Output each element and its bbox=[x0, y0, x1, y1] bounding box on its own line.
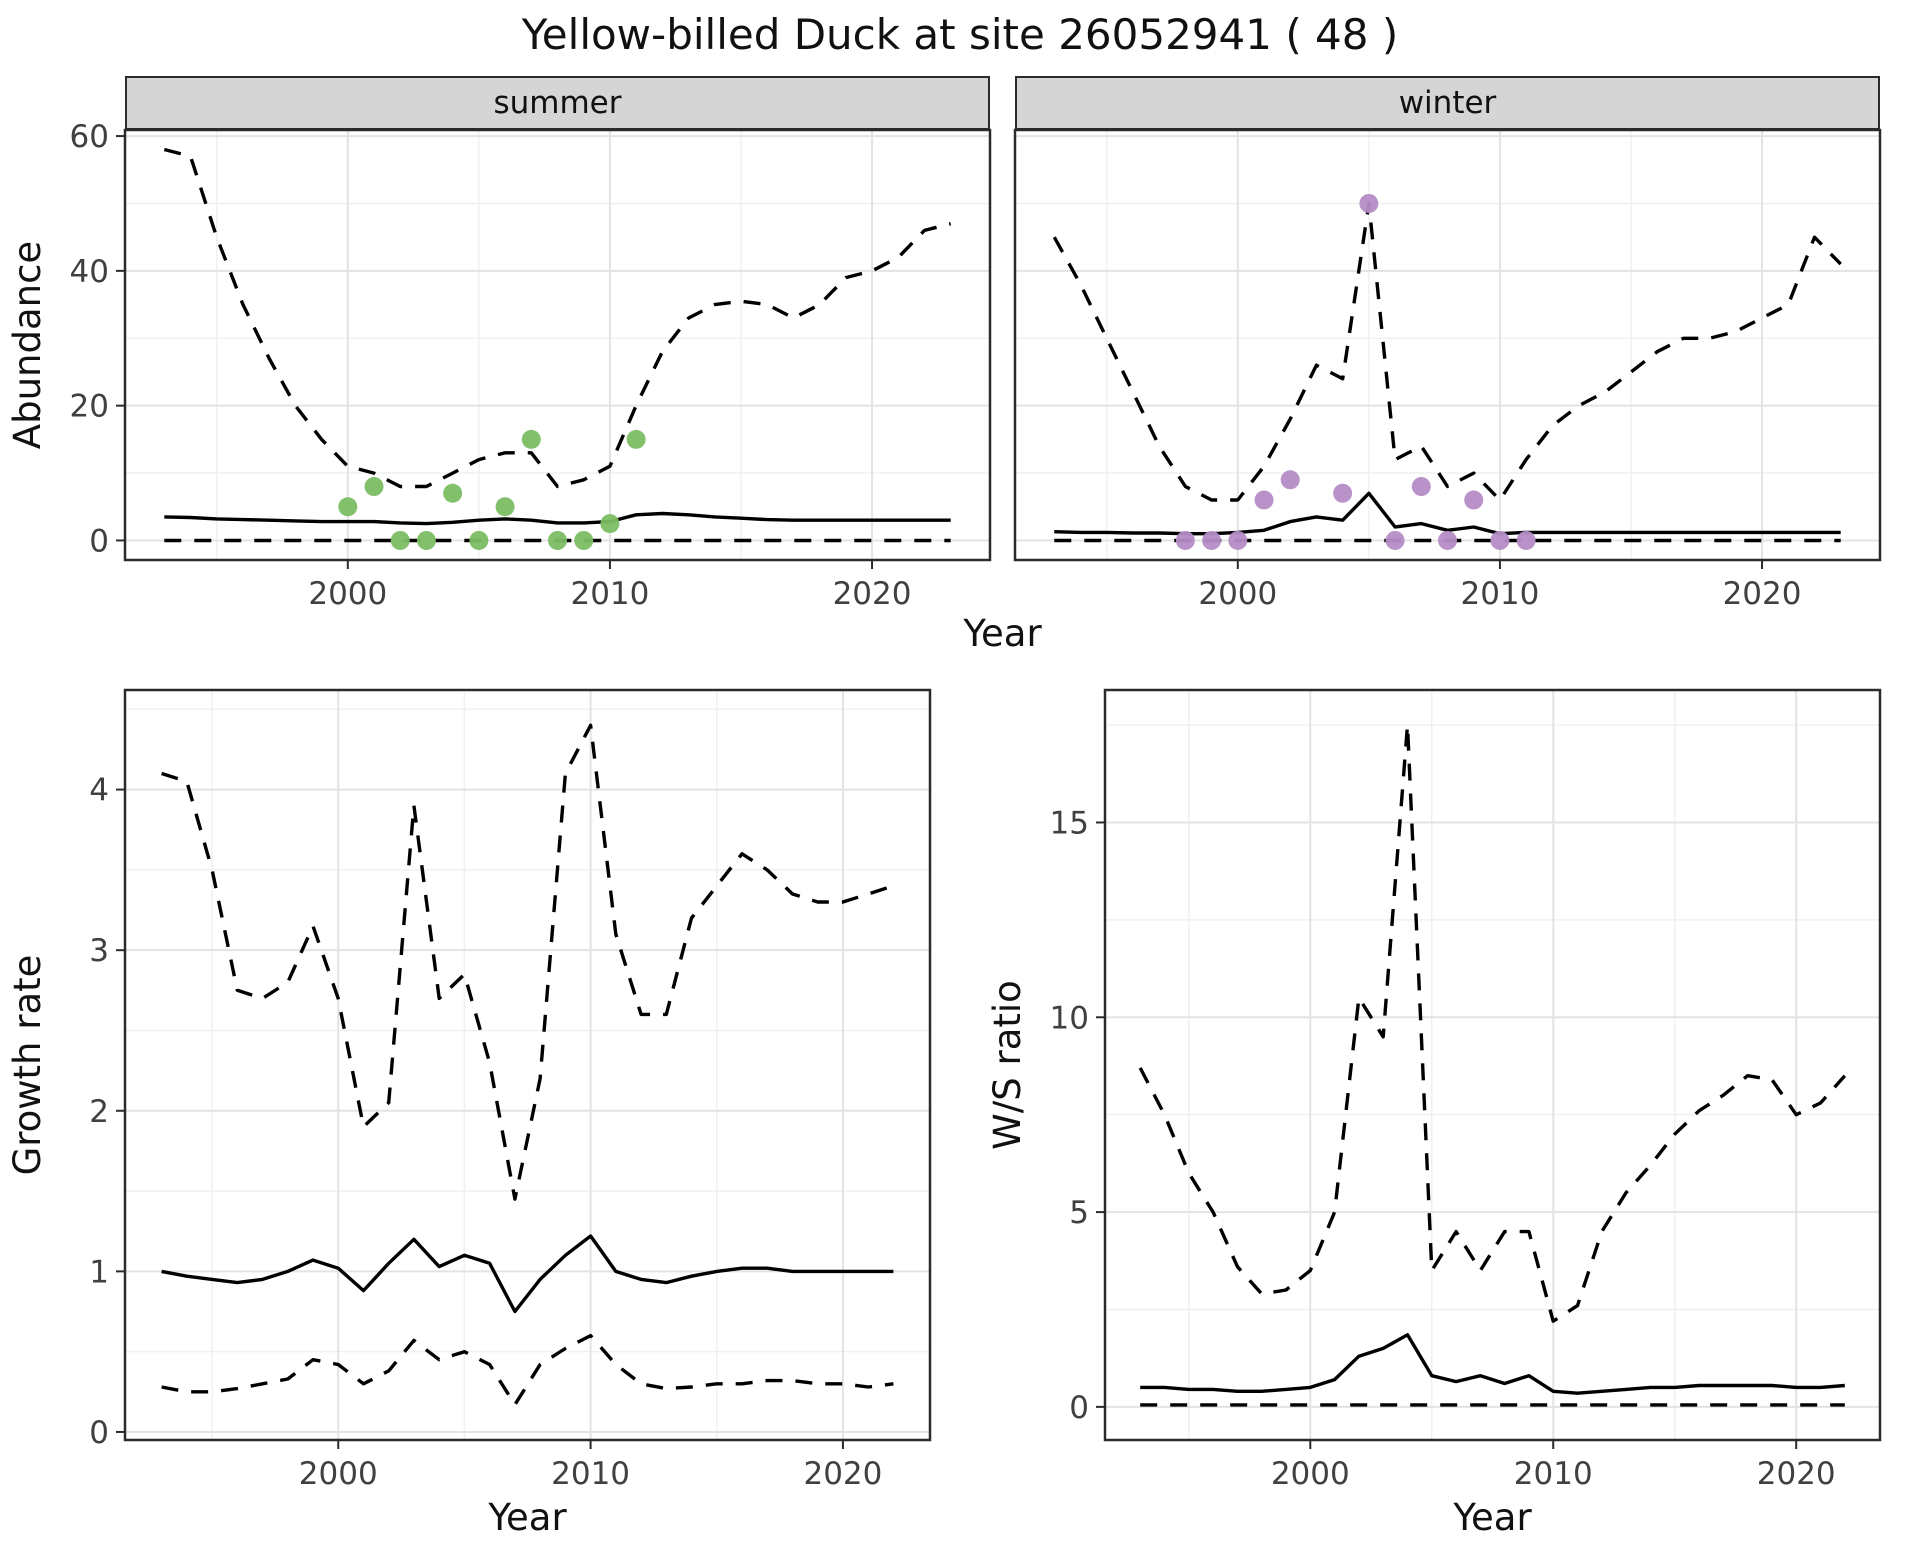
series-median bbox=[164, 511, 951, 526]
panel-border bbox=[1013, 128, 1882, 562]
series-upper-ci bbox=[163, 147, 952, 489]
data-point bbox=[1464, 490, 1484, 510]
x-tick-label: 2000 bbox=[1198, 576, 1277, 612]
y-tick-label: 0 bbox=[1069, 1390, 1089, 1426]
data-point bbox=[338, 497, 358, 517]
x-tick-label: 2010 bbox=[1460, 576, 1539, 612]
data-point bbox=[1516, 530, 1536, 550]
panel-border bbox=[1103, 688, 1882, 1442]
x-tick-label: 2010 bbox=[570, 576, 649, 612]
y-tick-label: 3 bbox=[89, 933, 109, 969]
y-tick-label: 0 bbox=[89, 523, 109, 559]
y-tick-label: 60 bbox=[70, 119, 109, 155]
panel-background bbox=[1015, 130, 1880, 560]
x-tick-label: 2020 bbox=[833, 576, 912, 612]
data-point bbox=[1438, 530, 1457, 550]
facet-strip-winter: winter bbox=[1015, 76, 1880, 130]
y-tick-label: 5 bbox=[1069, 1195, 1089, 1231]
data-point bbox=[443, 483, 463, 503]
data-point bbox=[495, 497, 515, 517]
data-point bbox=[1411, 477, 1431, 497]
y-tick-label: 10 bbox=[1050, 1000, 1089, 1036]
panel-border bbox=[123, 688, 932, 1442]
data-point bbox=[1202, 530, 1222, 550]
data-point bbox=[390, 530, 410, 550]
data-point bbox=[1228, 530, 1248, 550]
x-tick-label: 2000 bbox=[299, 1456, 378, 1492]
data-point bbox=[1359, 193, 1379, 213]
data-point bbox=[416, 530, 436, 550]
data-point bbox=[1333, 483, 1353, 503]
y-tick-label: 4 bbox=[89, 773, 109, 809]
data-point bbox=[626, 429, 646, 449]
panel-background bbox=[1105, 690, 1880, 1440]
panel-background bbox=[125, 130, 990, 560]
data-point bbox=[364, 477, 384, 497]
y-tick-label: 2 bbox=[89, 1094, 109, 1130]
series-lower-ci bbox=[161, 1333, 894, 1407]
x-tick-label: 2010 bbox=[551, 1456, 630, 1492]
facet-strip-winter-label: winter bbox=[1398, 85, 1497, 121]
y-tick-label: 40 bbox=[70, 254, 109, 290]
x-axis-title-ws-ratio: Year bbox=[1453, 1496, 1532, 1539]
x-tick-label: 2020 bbox=[1757, 1456, 1836, 1492]
panel-border bbox=[123, 128, 992, 562]
x-tick-label: 2000 bbox=[308, 576, 387, 612]
x-tick-label: 2000 bbox=[1271, 1456, 1350, 1492]
chart-title: Yellow-billed Duck at site 26052941 ( 48… bbox=[521, 10, 1399, 59]
x-tick-label: 2010 bbox=[1514, 1456, 1593, 1492]
facet-strip-summer-label: summer bbox=[493, 85, 622, 121]
data-point bbox=[1385, 530, 1405, 550]
data-point bbox=[1254, 490, 1274, 510]
data-point bbox=[469, 530, 489, 550]
series-median bbox=[1140, 1333, 1845, 1395]
series-upper-ci bbox=[1052, 201, 1842, 502]
x-axis-title-abundance: Year bbox=[963, 612, 1042, 655]
series-median bbox=[161, 1234, 894, 1314]
y-tick-label: 1 bbox=[89, 1254, 109, 1290]
x-axis-title-growth-rate: Year bbox=[488, 1496, 567, 1539]
facet-strip-summer: summer bbox=[125, 76, 990, 130]
data-point bbox=[600, 514, 620, 534]
data-point bbox=[574, 530, 594, 550]
data-point bbox=[1175, 530, 1195, 550]
series-upper-ci bbox=[161, 723, 894, 1201]
data-point bbox=[548, 530, 567, 550]
x-tick-label: 2020 bbox=[1723, 576, 1802, 612]
data-point bbox=[1490, 530, 1510, 550]
series-upper-ci bbox=[1138, 723, 1847, 1323]
panel-background bbox=[125, 690, 930, 1440]
y-tick-label: 20 bbox=[70, 389, 109, 425]
y-tick-label: 15 bbox=[1050, 805, 1089, 841]
data-point bbox=[1280, 470, 1300, 490]
x-tick-label: 2020 bbox=[803, 1456, 882, 1492]
data-point bbox=[521, 429, 541, 449]
y-tick-label: 0 bbox=[89, 1415, 109, 1451]
